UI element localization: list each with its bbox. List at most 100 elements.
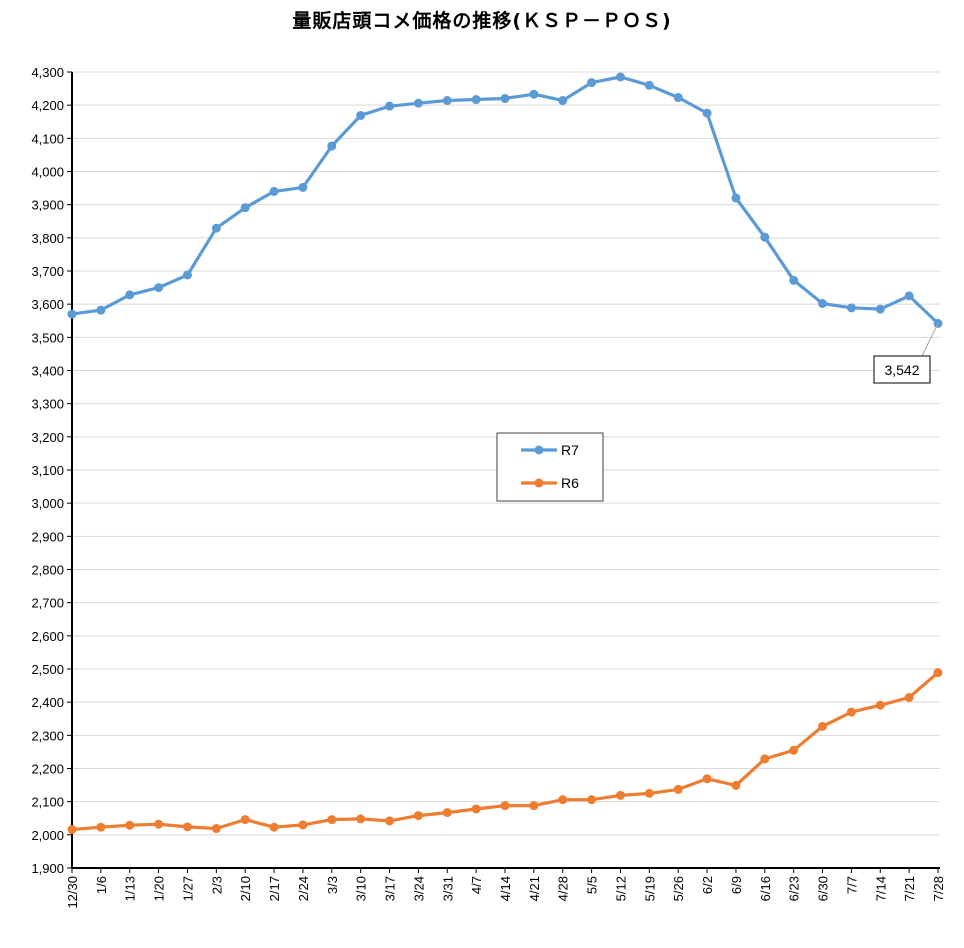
data-point-r7 <box>154 283 164 293</box>
legend-label-r6: R6 <box>561 475 579 491</box>
data-point-r6 <box>442 808 452 818</box>
data-point-r6 <box>471 804 481 814</box>
data-point-r7 <box>644 80 654 90</box>
data-point-r7 <box>442 96 452 106</box>
data-point-r6 <box>67 825 77 835</box>
y-tick-label: 2,200 <box>31 762 64 777</box>
data-point-r6 <box>789 745 799 755</box>
axes <box>67 71 940 873</box>
data-point-r7 <box>818 299 828 309</box>
x-tick-label: 1/20 <box>152 876 167 901</box>
y-tick-label: 4,200 <box>31 98 64 113</box>
data-point-r7 <box>500 94 510 104</box>
x-tick-label: 4/7 <box>469 876 484 894</box>
y-tick-label: 2,000 <box>31 828 64 843</box>
series-line-r7 <box>70 75 940 325</box>
y-tick-label: 2,600 <box>31 629 64 644</box>
y-tick-label: 2,300 <box>31 728 64 743</box>
data-point-r6 <box>269 822 279 832</box>
callout-leader-line <box>921 323 939 357</box>
x-tick-label: 6/9 <box>729 876 744 894</box>
y-tick-label: 3,500 <box>31 330 64 345</box>
data-point-r7 <box>875 304 885 314</box>
data-point-r7 <box>298 182 308 192</box>
x-tick-label: 1/13 <box>123 876 138 901</box>
y-tick-label: 1,900 <box>31 861 64 876</box>
data-point-r7 <box>125 290 135 300</box>
x-tick-label: 2/24 <box>296 876 311 901</box>
data-point-r7 <box>529 89 539 99</box>
legend-box <box>496 432 604 502</box>
data-point-r7 <box>211 223 221 233</box>
callout-box <box>873 355 931 384</box>
y-tick-label: 3,400 <box>31 364 64 379</box>
x-tick-label: 3/3 <box>325 876 340 894</box>
y-tick-label: 2,800 <box>31 563 64 578</box>
data-point-r6 <box>644 788 654 798</box>
x-tick-label: 7/28 <box>931 876 946 901</box>
y-axis-ticks: 1,900 2,000 2,100 2,200 2,300 2,400 2,500 2,600… <box>31 65 64 876</box>
x-tick-label: 3/24 <box>411 876 426 901</box>
y-tick-label: 3,000 <box>31 496 64 511</box>
data-point-r7 <box>731 193 741 203</box>
y-tick-label: 3,900 <box>31 198 64 213</box>
x-tick-label: 3/10 <box>354 876 369 901</box>
data-point-r6 <box>385 816 395 826</box>
x-tick-label: 2/3 <box>209 876 224 894</box>
data-point-r6 <box>702 774 712 784</box>
data-point-r6 <box>154 819 164 829</box>
data-point-r7 <box>846 303 856 313</box>
x-tick-label: 7/14 <box>873 876 888 901</box>
y-tick-label: 3,300 <box>31 397 64 412</box>
x-tick-label: 5/5 <box>585 876 600 894</box>
x-tick-label: 1/27 <box>180 876 195 901</box>
data-point-r6 <box>846 707 856 717</box>
y-tick-label: 3,200 <box>31 430 64 445</box>
y-tick-label: 3,100 <box>31 463 64 478</box>
data-point-r6 <box>933 668 943 678</box>
y-tick-label: 3,700 <box>31 264 64 279</box>
x-tick-label: 2/17 <box>267 876 282 901</box>
data-point-r6 <box>182 822 192 832</box>
x-tick-label: 6/2 <box>700 876 715 894</box>
x-tick-label: 4/14 <box>498 876 513 901</box>
x-tick-label: 6/16 <box>758 876 773 901</box>
x-tick-label: 5/26 <box>671 876 686 901</box>
data-point-r7 <box>385 101 395 111</box>
data-point-r7 <box>558 96 568 106</box>
legend: R7 R6 <box>496 432 604 502</box>
y-tick-label: 2,500 <box>31 662 64 677</box>
gridlines <box>72 71 940 869</box>
legend-swatch-marker <box>534 445 544 455</box>
x-tick-label: 3/17 <box>383 876 398 901</box>
y-tick-label: 2,400 <box>31 695 64 710</box>
x-tick-label: 7/21 <box>902 876 917 901</box>
data-point-r7 <box>413 98 423 108</box>
legend-swatch-marker <box>534 478 544 488</box>
data-point-r6 <box>558 795 568 805</box>
y-tick-label: 4,300 <box>31 65 64 80</box>
data-point-r6 <box>96 822 106 832</box>
x-tick-label: 4/21 <box>527 876 542 901</box>
data-point-r7 <box>587 78 597 88</box>
data-point-r6 <box>760 754 770 764</box>
series-lines <box>67 72 943 835</box>
x-tick-label: 2/10 <box>238 876 253 901</box>
y-tick-label: 3,600 <box>31 297 64 312</box>
y-tick-label: 2,700 <box>31 596 64 611</box>
data-point-r7 <box>96 305 106 315</box>
data-point-r6 <box>529 801 539 811</box>
y-tick-label: 4,000 <box>31 165 64 180</box>
data-point-r6 <box>298 820 308 830</box>
x-tick-label: 4/28 <box>556 876 571 901</box>
x-tick-label: 5/19 <box>642 876 657 901</box>
x-tick-label: 6/23 <box>787 876 802 901</box>
data-point-r7 <box>356 110 366 120</box>
data-label: 3,542 <box>884 362 919 378</box>
data-point-r7 <box>904 291 914 301</box>
data-callouts: 3,542 <box>873 323 939 384</box>
data-point-r6 <box>327 815 337 825</box>
x-axis-ticks: 12/30 1/6 1/13 1/20 1/27 2/3 2/10 2/17 2/24 3/3 3/… <box>65 876 946 909</box>
chart-title: 量販店頭コメ価格の推移(ＫＳＰ－ＰＯＳ) <box>292 10 672 32</box>
